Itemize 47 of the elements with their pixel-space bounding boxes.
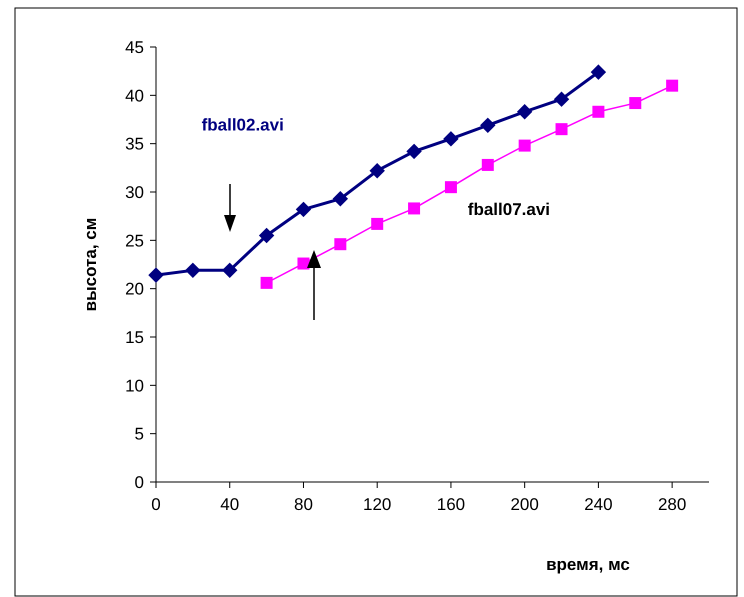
point — [371, 218, 384, 230]
point — [334, 238, 346, 250]
y-tick-label: 30 — [125, 183, 144, 202]
point — [592, 106, 604, 118]
y-tick-label: 5 — [134, 424, 144, 444]
point — [148, 268, 164, 283]
point — [517, 104, 532, 120]
y-tick-label: 40 — [125, 86, 144, 106]
x-tick-label: 80 — [294, 495, 313, 514]
x-tick-label: 40 — [220, 495, 240, 514]
x-axis-title: время, мс — [546, 555, 630, 574]
point — [590, 64, 606, 80]
point — [482, 158, 494, 171]
point — [408, 202, 420, 214]
x-tick-label: 120 — [363, 495, 392, 514]
point — [185, 262, 200, 278]
point — [518, 140, 531, 152]
series-label: fball07.avi — [468, 200, 550, 219]
point — [297, 258, 310, 270]
point — [629, 97, 642, 110]
x-tick-label: 240 — [584, 495, 613, 514]
y-tick-label: 25 — [125, 231, 144, 250]
y-axis-title: высота, см — [81, 218, 100, 312]
x-tick-label: 160 — [436, 495, 466, 514]
point — [480, 118, 496, 133]
x-tick-label: 0 — [151, 495, 161, 514]
point — [370, 163, 385, 178]
point — [260, 276, 273, 289]
point — [332, 191, 348, 206]
y-tick-label: 45 — [125, 38, 144, 57]
point — [444, 181, 457, 194]
point — [556, 123, 568, 136]
text: fball02.avi — [202, 116, 284, 134]
point — [443, 131, 458, 146]
y-tick-label: 20 — [125, 280, 144, 299]
y-tick-label: 10 — [125, 376, 144, 396]
point — [554, 92, 570, 107]
x-tick-label: 200 — [510, 495, 539, 514]
point — [222, 262, 238, 278]
y-tick-label: 15 — [125, 328, 144, 347]
point — [666, 80, 678, 92]
y-tick-label: 0 — [134, 473, 144, 492]
point — [296, 202, 311, 217]
point — [406, 144, 422, 159]
x-tick-label: 280 — [658, 495, 686, 514]
y-tick-label: 35 — [125, 134, 144, 154]
point — [259, 228, 274, 243]
